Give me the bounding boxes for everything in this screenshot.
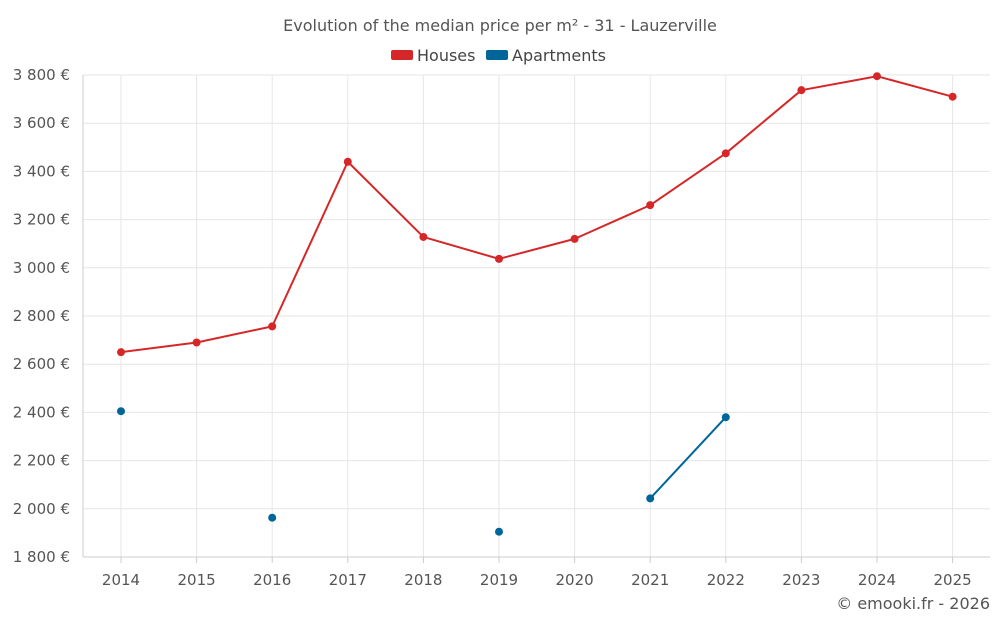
legend-swatch-apartments: [486, 50, 508, 60]
axes: 1 800 € 2 000 € 2 200 € 2 400 € 2 600 € 2 800…: [13, 66, 990, 589]
y-tick-label: 2 000 €: [13, 500, 70, 518]
y-tick-label: 3 600 €: [13, 114, 70, 132]
data-point-houses-2025[interactable]: [948, 92, 957, 101]
y-tick-label: 3 000 €: [13, 259, 70, 277]
data-point-houses-2020[interactable]: [570, 234, 579, 243]
data-point-houses-2022[interactable]: [721, 149, 730, 158]
data-point-houses-2015[interactable]: [192, 338, 201, 347]
data-point-houses-2018[interactable]: [419, 232, 428, 241]
data-point-apartments-2019[interactable]: [495, 527, 503, 536]
x-tick-label: 2025: [934, 571, 972, 589]
y-tick-label: 3 400 €: [13, 162, 70, 180]
data-point-houses-2021[interactable]: [646, 201, 655, 210]
data-point-apartments-2014[interactable]: [117, 407, 125, 416]
x-tick-label: 2022: [707, 571, 745, 589]
x-tick-label: 2017: [329, 571, 367, 589]
x-tick-label: 2016: [253, 571, 291, 589]
legend: Houses Apartments: [391, 46, 606, 65]
data-point-houses-2017[interactable]: [343, 157, 352, 166]
legend-item-houses[interactable]: Houses: [391, 46, 475, 65]
x-tick-label: 2021: [631, 571, 669, 589]
chart-title: Evolution of the median price per m² - 3…: [283, 16, 717, 35]
y-tick-label: 1 800 €: [13, 548, 70, 566]
data-point-houses-2023[interactable]: [797, 86, 806, 95]
grid: [83, 74, 990, 558]
x-tick-label: 2024: [858, 571, 896, 589]
data-point-houses-2016[interactable]: [268, 322, 277, 331]
x-tick-label: 2014: [102, 571, 140, 589]
data-point-houses-2024[interactable]: [873, 72, 881, 81]
y-tick-label: 3 800 €: [13, 66, 70, 84]
x-tick-label: 2023: [782, 571, 820, 589]
data-point-apartments-2022[interactable]: [721, 413, 730, 422]
series-line-houses: [120, 75, 953, 354]
y-tick-label: 3 200 €: [13, 211, 70, 229]
x-tick-label: 2015: [178, 571, 216, 589]
data-point-houses-2014[interactable]: [117, 348, 125, 357]
data-point-houses-2019[interactable]: [495, 254, 503, 263]
x-tick-label: 2018: [404, 571, 442, 589]
copyright-footer: © emooki.fr - 2026: [836, 594, 990, 613]
series-apartments: [117, 407, 730, 536]
y-tick-label: 2 800 €: [13, 307, 70, 325]
legend-swatch-houses: [391, 50, 413, 60]
series: [117, 72, 957, 536]
legend-item-apartments[interactable]: Apartments: [486, 46, 606, 65]
y-tick-label: 2 400 €: [13, 403, 70, 421]
legend-label-apartments: Apartments: [512, 46, 606, 65]
y-tick-label: 2 200 €: [13, 452, 70, 470]
x-tick-label: 2019: [480, 571, 518, 589]
x-tick-label: 2020: [556, 571, 594, 589]
series-houses: [117, 72, 957, 357]
legend-label-houses: Houses: [417, 46, 475, 65]
data-point-apartments-2016[interactable]: [268, 513, 277, 522]
data-point-apartments-2021[interactable]: [646, 494, 655, 503]
y-tick-label: 2 600 €: [13, 355, 70, 373]
series-line-apartments: [649, 416, 727, 500]
